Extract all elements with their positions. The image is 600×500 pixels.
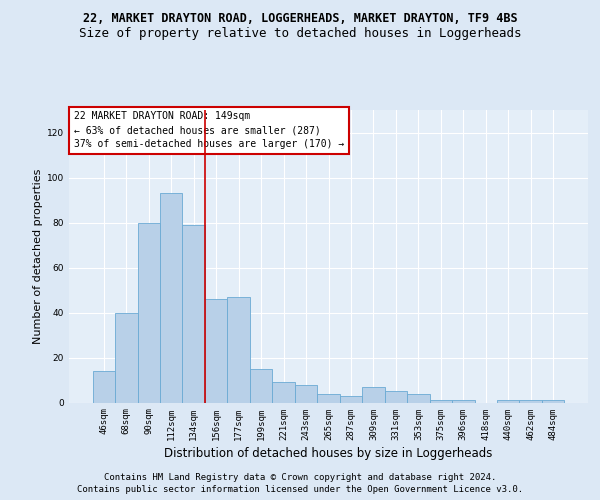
Text: Size of property relative to detached houses in Loggerheads: Size of property relative to detached ho…: [79, 28, 521, 40]
X-axis label: Distribution of detached houses by size in Loggerheads: Distribution of detached houses by size …: [164, 446, 493, 460]
Bar: [205, 299, 227, 403]
Text: 22 MARKET DRAYTON ROAD: 149sqm
← 63% of detached houses are smaller (287)
37% of: 22 MARKET DRAYTON ROAD: 149sqm ← 63% of …: [74, 112, 344, 150]
Bar: [295, 384, 317, 402]
Text: Contains public sector information licensed under the Open Government Licence v3: Contains public sector information licen…: [77, 485, 523, 494]
Bar: [227, 296, 250, 403]
Bar: [362, 387, 385, 402]
Bar: [497, 400, 520, 402]
Bar: [317, 394, 340, 402]
Text: 22, MARKET DRAYTON ROAD, LOGGERHEADS, MARKET DRAYTON, TF9 4BS: 22, MARKET DRAYTON ROAD, LOGGERHEADS, MA…: [83, 12, 517, 26]
Bar: [160, 193, 182, 402]
Bar: [92, 371, 115, 402]
Bar: [115, 312, 137, 402]
Bar: [182, 225, 205, 402]
Text: Contains HM Land Registry data © Crown copyright and database right 2024.: Contains HM Land Registry data © Crown c…: [104, 472, 496, 482]
Bar: [340, 396, 362, 402]
Bar: [272, 382, 295, 402]
Bar: [430, 400, 452, 402]
Bar: [452, 400, 475, 402]
Y-axis label: Number of detached properties: Number of detached properties: [33, 168, 43, 344]
Bar: [250, 369, 272, 402]
Bar: [137, 222, 160, 402]
Bar: [542, 400, 565, 402]
Bar: [385, 391, 407, 402]
Bar: [520, 400, 542, 402]
Bar: [407, 394, 430, 402]
